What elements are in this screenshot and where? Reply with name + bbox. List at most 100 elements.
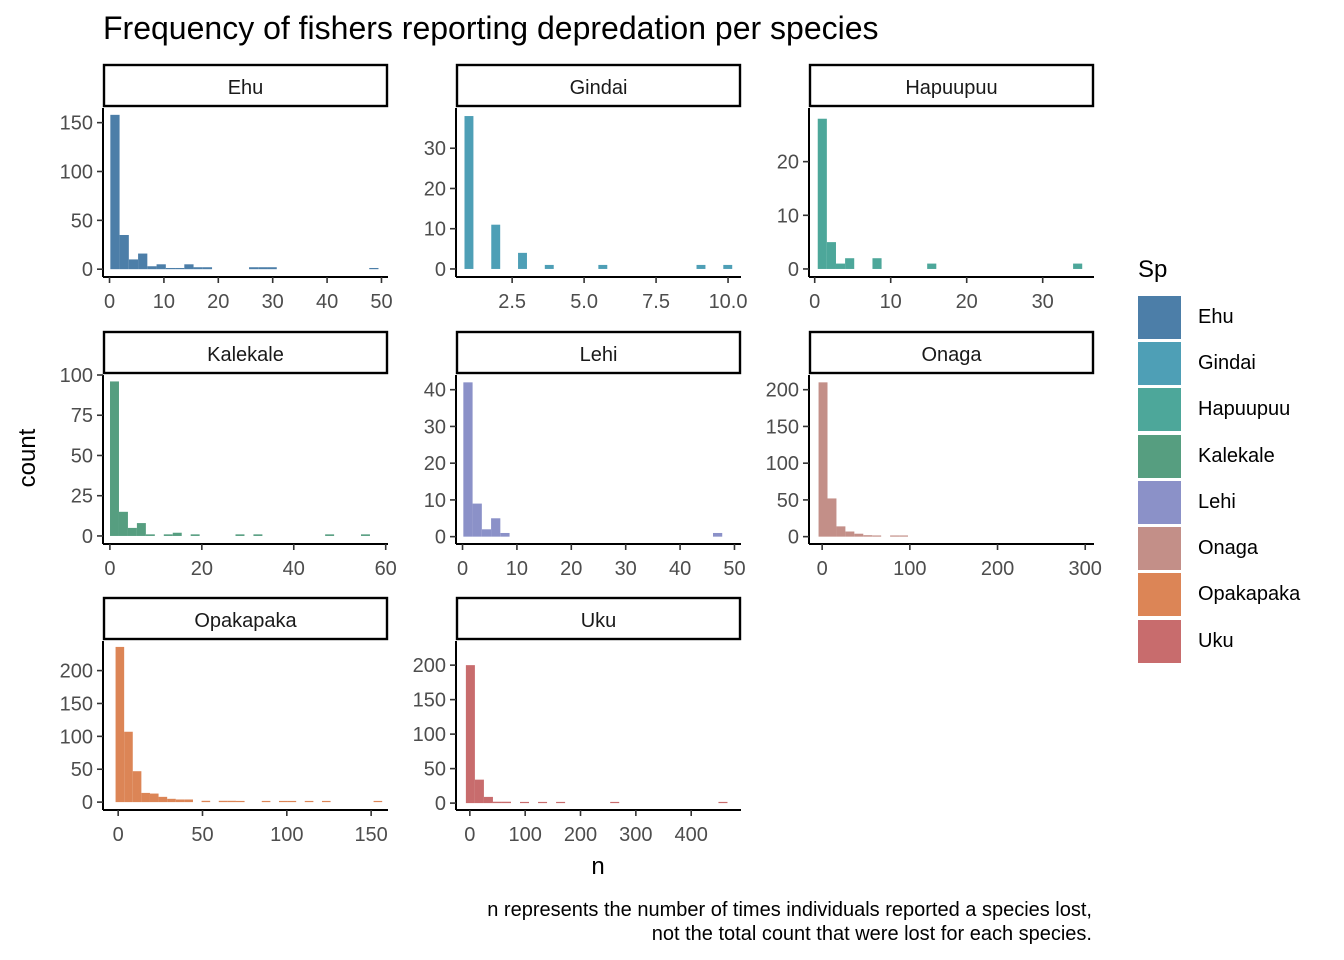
x-tick-label: 20	[207, 291, 229, 313]
histogram-bar	[501, 801, 511, 804]
y-tick-label: 10	[424, 490, 446, 512]
histogram-bar	[500, 532, 510, 537]
legend-key-swatch	[1138, 527, 1181, 571]
y-tick-label: 50	[71, 759, 93, 781]
x-tick-label: 10	[153, 291, 175, 313]
x-tick-label: 10	[506, 558, 528, 580]
x-tick-label: 300	[619, 824, 652, 846]
histogram-bar	[278, 800, 288, 803]
histogram-bar	[718, 801, 728, 804]
y-tick-label: 30	[424, 416, 446, 438]
histogram-bar	[158, 796, 168, 803]
histogram-bar	[854, 533, 864, 537]
facet-strip-label: Hapuupuu	[905, 77, 997, 99]
histogram-bar	[110, 114, 120, 270]
histogram-bar	[696, 264, 706, 269]
x-tick-label: 30	[1032, 291, 1054, 313]
histogram-bar	[258, 267, 268, 270]
panel-lehi: Lehi 0 10 20 30 40 0 10 20 30 40 50	[424, 330, 746, 580]
facet-strip-label: Gindai	[570, 77, 628, 99]
facet-strip-label: Kalekale	[207, 344, 284, 366]
x-tick-label: 40	[669, 558, 691, 580]
panel-ehu: Ehu 0 50 100 150 0 10 20 30 40 50	[60, 63, 393, 313]
histogram-bar	[156, 264, 166, 270]
y-tick-label: 0	[82, 526, 93, 548]
y-tick-label: 0	[82, 792, 93, 814]
x-tick-label: 0	[464, 824, 475, 846]
x-tick-label: 50	[370, 291, 392, 313]
histogram-bar	[373, 800, 383, 803]
legend-item-lehi: Lehi	[1138, 479, 1300, 525]
facet-strip-label: Uku	[581, 610, 617, 632]
histogram-bar	[132, 771, 142, 803]
histogram-bar	[360, 534, 370, 536]
x-tick-label: 20	[191, 558, 213, 580]
facet-strip	[102, 63, 389, 108]
panel-uku: Uku 0 50 100 150 200 0 100 200 300 400	[413, 596, 742, 846]
x-tick-label: 0	[809, 291, 820, 313]
caption: n represents the number of times individ…	[487, 898, 1092, 946]
x-tick-label: 200	[564, 824, 597, 846]
y-tick-label: 100	[60, 161, 93, 183]
x-tick-label: 100	[508, 824, 541, 846]
legend-item-onaga: Onaga	[1138, 525, 1300, 571]
y-tick-label: 20	[777, 152, 799, 174]
legend-key-swatch	[1138, 573, 1181, 617]
y-tick-label: 0	[788, 527, 799, 549]
legend-item-ehu: Ehu	[1138, 294, 1300, 340]
x-tick-label: 100	[270, 824, 303, 846]
y-tick-label: 50	[71, 445, 93, 467]
caption-line-2: not the total count that were lost for e…	[651, 923, 1092, 945]
x-tick-label: 5.0	[570, 291, 598, 313]
legend-key-swatch	[1138, 480, 1181, 524]
histogram-bar	[249, 267, 259, 270]
y-tick-label: 0	[788, 259, 799, 281]
histogram-bar	[304, 800, 314, 803]
x-tick-label: 0	[104, 291, 115, 313]
histogram-bar	[163, 534, 173, 536]
x-axis-title: n	[591, 853, 605, 880]
histogram-bar	[321, 800, 331, 803]
y-tick-label: 150	[766, 416, 799, 438]
histogram-bar	[202, 267, 213, 270]
histogram-bar	[899, 535, 909, 537]
histogram-bar	[175, 267, 185, 270]
histogram-bar	[491, 224, 501, 269]
x-tick-label: 20	[956, 291, 978, 313]
histogram-bar	[227, 800, 236, 803]
y-tick-label: 50	[424, 759, 446, 781]
y-tick-label: 50	[71, 210, 93, 232]
histogram-bar	[845, 258, 855, 269]
histogram-bar	[138, 253, 148, 270]
y-tick-label: 150	[60, 693, 93, 715]
facet-strip	[808, 330, 1095, 375]
legend-item-hapuupuu: Hapuupuu	[1138, 387, 1300, 433]
y-tick-label: 30	[424, 138, 446, 160]
facet-strip	[102, 330, 389, 375]
x-tick-label: 0	[113, 824, 124, 846]
histogram-bar	[481, 529, 492, 537]
histogram-bar	[544, 264, 554, 269]
x-tick-label: 7.5	[642, 291, 670, 313]
legend-items: Ehu Gindai Hapuupuu Kalekale Lehi Onaga Opakap…	[1138, 294, 1300, 664]
y-tick-label: 10	[424, 219, 446, 241]
histogram-bar	[193, 267, 203, 270]
histogram-bar	[235, 534, 245, 536]
histogram-bar	[474, 779, 484, 804]
y-tick-label: 50	[777, 490, 799, 512]
x-tick-label: 40	[283, 558, 305, 580]
x-tick-label: 100	[893, 558, 926, 580]
histogram-bar	[184, 799, 193, 803]
histogram-bar	[845, 531, 855, 537]
panel-gindai: Gindai 0 10 20 30 2.5 5.0 7.5 10.0	[424, 63, 748, 313]
histogram-bar	[826, 242, 836, 269]
y-tick-label: 40	[424, 380, 446, 402]
legend-label: Kalekale	[1198, 444, 1275, 467]
legend-item-opakapaka: Opakapaka	[1138, 572, 1300, 618]
x-tick-label: 0	[104, 558, 115, 580]
histogram-bar	[818, 382, 828, 537]
histogram-bar	[518, 252, 527, 269]
histogram-bar	[201, 800, 211, 803]
histogram-bar	[872, 258, 882, 269]
